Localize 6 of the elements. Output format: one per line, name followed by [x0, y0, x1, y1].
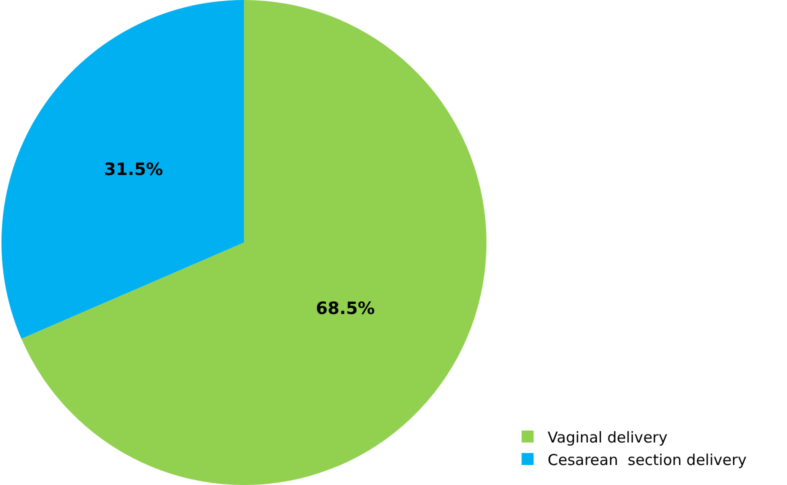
legend-label: Vaginal delivery	[548, 428, 668, 446]
pie-slice	[21, 0, 486, 485]
legend-label: Cesarean section delivery	[548, 450, 747, 469]
data-label: 68.5%	[316, 299, 375, 320]
pie-slice	[2, 0, 244, 339]
data-label: 31.5%	[104, 160, 164, 180]
